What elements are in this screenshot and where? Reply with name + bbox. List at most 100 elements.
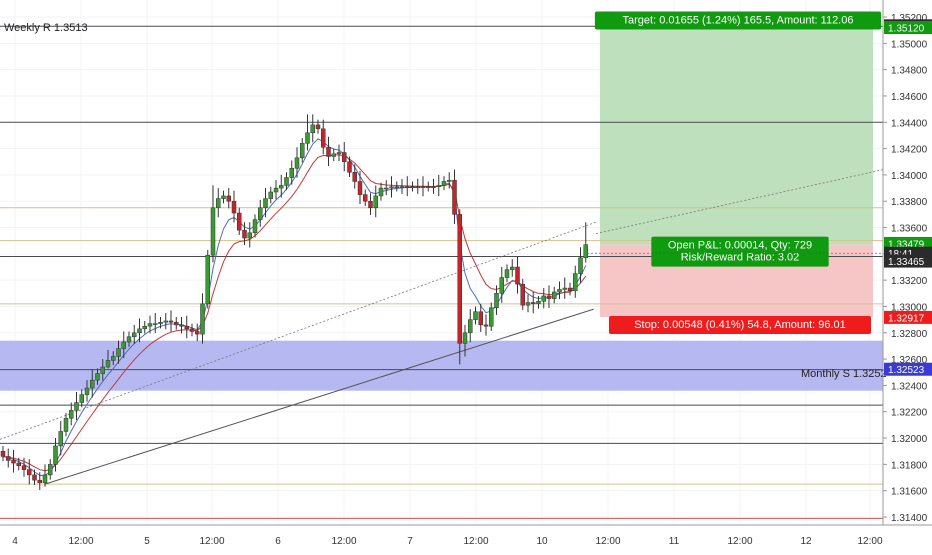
price-badge-label: 1.33465	[888, 257, 925, 268]
candle-body	[562, 287, 567, 290]
candle-body	[142, 325, 147, 330]
candle-body	[237, 212, 242, 231]
candles	[0, 114, 588, 490]
price-tick-label: 1.34600	[891, 92, 928, 103]
time-tick-label: 7	[407, 536, 413, 547]
candle-body	[468, 319, 473, 334]
price-badge-label: 1.32523	[888, 365, 925, 376]
price-tick-label: 1.34000	[891, 171, 928, 182]
candle-body	[79, 394, 84, 403]
indicator-lines	[0, 138, 884, 485]
candle-body	[310, 124, 315, 134]
price-tick-label: 1.31800	[891, 460, 928, 471]
candle-body	[342, 152, 347, 162]
candle-body	[200, 303, 205, 335]
price-tick-label: 1.34400	[891, 118, 928, 129]
candle-body	[121, 341, 126, 349]
candle-body	[478, 311, 483, 326]
candle-body	[368, 200, 373, 209]
candle-body	[163, 320, 168, 323]
candle-body	[567, 287, 573, 291]
candle-body	[305, 132, 310, 144]
time-tick-label: 12:00	[463, 536, 488, 547]
candle-body	[326, 147, 331, 157]
price-tick-label: 1.32400	[891, 381, 928, 392]
candle-body	[462, 332, 468, 344]
candle-body	[321, 128, 326, 148]
time-tick-label: 12:00	[595, 536, 620, 547]
candle-body	[525, 302, 531, 306]
price-badge-label: 1.32917	[888, 313, 925, 324]
time-tick-label: 12	[800, 536, 812, 547]
price-tick-label: 1.34800	[891, 66, 928, 77]
candle-body	[583, 244, 588, 259]
candle-body	[153, 323, 158, 325]
price-badge-label: 1.33479	[888, 239, 925, 250]
candle-body	[546, 295, 552, 299]
monthly-s-label: Monthly S 1.3252	[801, 368, 887, 380]
candle-body	[510, 266, 515, 270]
candle-body	[578, 257, 583, 274]
price-badge	[884, 362, 932, 376]
candle-body	[378, 187, 384, 197]
candle-body	[473, 311, 478, 320]
candle-body	[63, 418, 69, 432]
candle-body	[184, 325, 189, 330]
candle-body	[552, 291, 557, 299]
candle-body	[168, 320, 174, 323]
candle-body	[347, 161, 352, 173]
candle-body	[384, 187, 389, 190]
candle-body	[441, 181, 447, 186]
candle-body	[221, 195, 226, 199]
stop-label-box[interactable]	[608, 316, 872, 334]
candle-body	[242, 229, 247, 239]
dotted-trend-projection	[593, 169, 884, 235]
candle-body	[205, 254, 210, 305]
candle-body	[515, 266, 520, 285]
stop-label-text: Stop: 0.00548 (0.41%) 54.8, Amount: 96.0…	[634, 319, 846, 331]
candle-body	[53, 445, 58, 465]
candle-body	[452, 179, 457, 215]
candle-body	[300, 143, 305, 159]
open-pl-label-text: Risk/Reward Ratio: 3.02	[681, 252, 800, 264]
price-tick-label: 1.33200	[891, 276, 928, 287]
candle-body	[357, 181, 363, 195]
monthly-support-zone	[0, 340, 883, 391]
price-badge	[884, 310, 932, 324]
ascending-trendline	[44, 308, 594, 485]
candle-body	[105, 360, 111, 368]
fast-moving-average-line	[2, 138, 587, 477]
candle-body	[111, 356, 116, 361]
candle-body	[158, 322, 163, 324]
price-tick-label: 1.32000	[891, 434, 928, 445]
candle-body	[252, 219, 258, 234]
time-tick-label: 12:00	[68, 536, 93, 547]
candle-body	[573, 273, 578, 291]
candle-body	[494, 293, 499, 309]
position-callouts[interactable]: Target: 0.01655 (1.24%) 165.5, Amount: 1…	[594, 11, 882, 334]
zones	[0, 27, 883, 391]
target-label-text: Target: 0.01655 (1.24%) 165.5, Amount: 1…	[623, 15, 854, 27]
candle-body	[273, 187, 279, 193]
candle-body	[352, 172, 357, 182]
time-tick-label: 12:00	[857, 536, 882, 547]
open-pl-label-box[interactable]	[651, 236, 829, 267]
candle-body	[95, 373, 100, 381]
candle-body	[16, 462, 21, 466]
candle-body	[174, 322, 179, 326]
candle-body	[179, 324, 184, 327]
candle-body	[373, 195, 378, 209]
time-tick-label: 10	[536, 536, 548, 547]
weekly-r-label: Weekly R 1.3513	[4, 22, 88, 34]
candle-body	[126, 336, 132, 343]
target-label-box[interactable]	[594, 11, 882, 30]
price-badge	[884, 254, 932, 268]
candle-body	[483, 324, 489, 327]
price-tick-label: 1.32800	[891, 329, 928, 340]
price-tick-label: 1.31400	[891, 513, 928, 524]
price-tick-label: 1.32600	[891, 355, 928, 366]
candle-body	[226, 195, 231, 202]
